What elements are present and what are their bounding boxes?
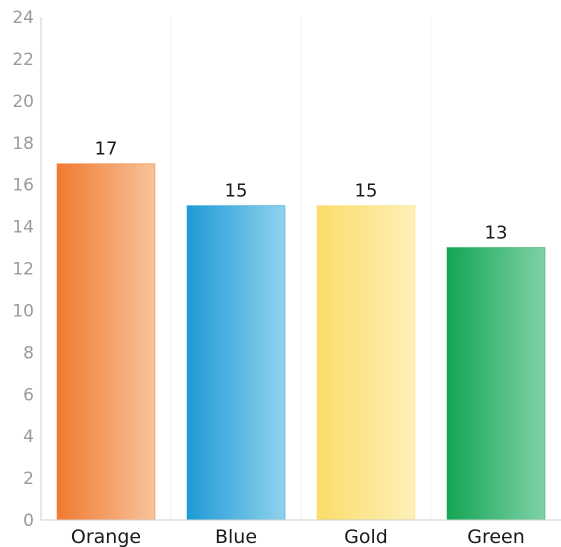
bar-gold [316,205,416,521]
bar-orange [56,163,156,521]
y-tick-label: 20 [12,92,34,112]
y-tick-label: 0 [23,511,34,531]
y-tick-label: 18 [12,134,34,154]
y-tick-label: 12 [12,260,34,280]
x-axis-tick-labels: Orange Blue Gold Green [71,526,525,547]
y-tick-label: 6 [23,385,34,405]
bar-blue [186,205,286,521]
category-separators [170,17,432,520]
x-tick-label-green: Green [467,526,525,547]
y-tick-label: 2 [23,469,34,489]
y-tick-label: 4 [23,427,34,447]
data-label-orange: 17 [95,139,118,160]
bars [56,163,546,521]
y-tick-label: 10 [12,301,34,321]
x-tick-label-gold: Gold [344,526,388,547]
y-tick-label: 16 [12,176,34,196]
data-label-gold: 15 [355,181,378,202]
data-label-green: 13 [485,223,508,244]
x-tick-label-blue: Blue [215,526,257,547]
y-tick-label: 24 [12,8,34,28]
data-label-blue: 15 [225,181,248,202]
x-tick-label-orange: Orange [71,526,141,547]
y-tick-label: 14 [12,218,34,238]
data-labels: 17 15 15 13 [95,139,508,244]
bar-green [446,247,546,521]
y-tick-label: 22 [12,50,34,70]
y-tick-label: 8 [23,343,34,363]
